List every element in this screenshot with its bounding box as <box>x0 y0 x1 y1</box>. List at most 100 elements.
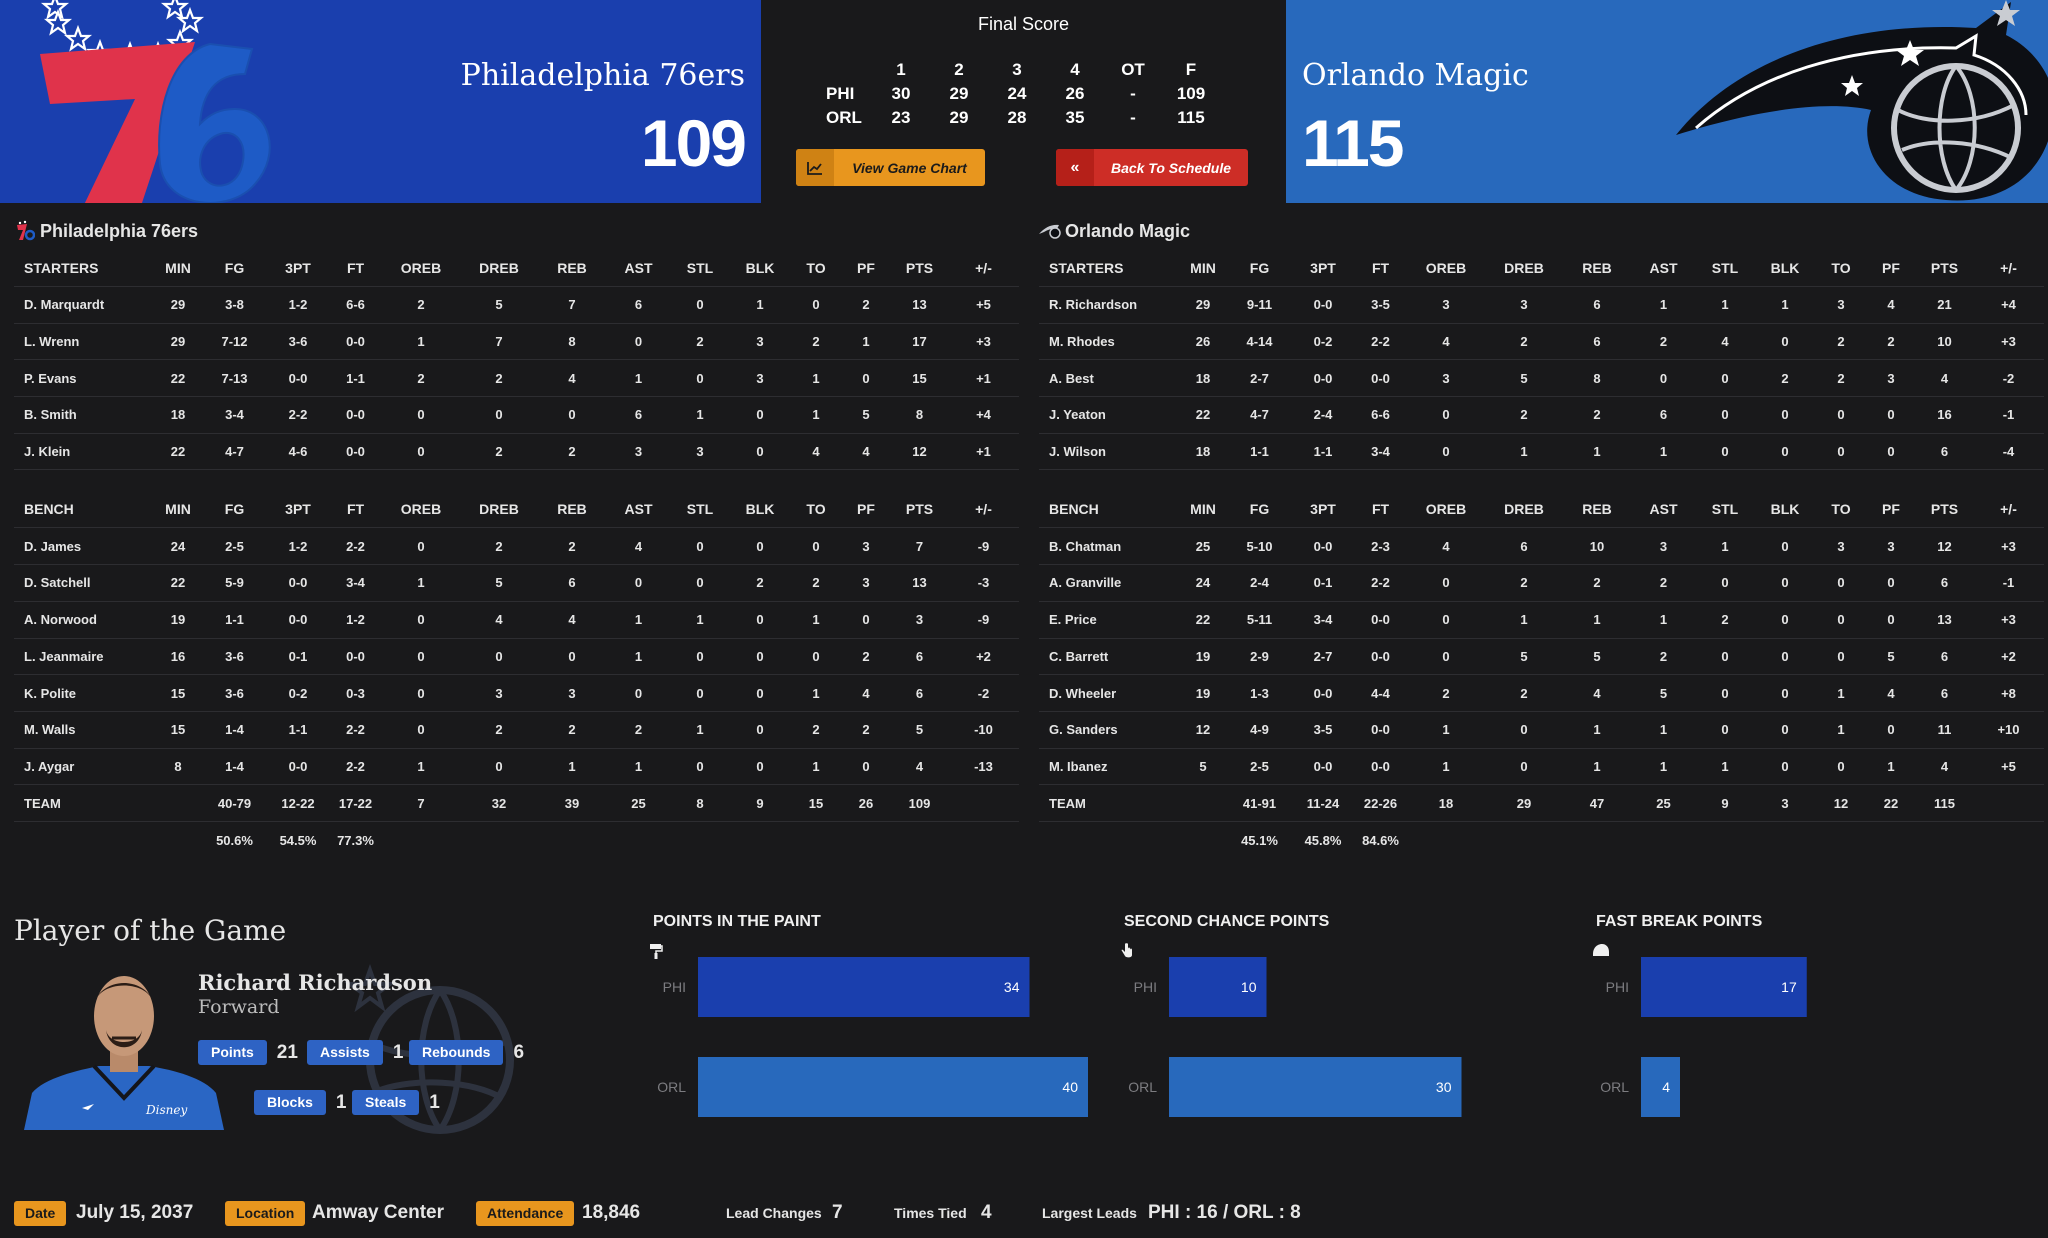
stat-cell: 0 <box>634 685 643 701</box>
chart-icon <box>796 149 834 186</box>
stat-cell: 29 <box>170 334 186 350</box>
player-name-cell: P. Evans <box>24 370 77 386</box>
column-header: 3PT <box>285 500 311 517</box>
player-row: D. Wheeler 19 1-3 0-0 4-4 2 2 4 5 0 0 1 4 6 +8 <box>1039 675 2044 712</box>
largest-leads-value: PHI : 16 / ORL : 8 <box>1148 1202 1301 1223</box>
stat-cell: 9 <box>1721 795 1729 811</box>
steals-badge: Steals <box>352 1090 420 1115</box>
stat-cell: 0 <box>1442 575 1450 591</box>
stat-cell: 8 <box>1593 370 1601 386</box>
stat-cell: 0 <box>756 648 764 664</box>
column-header: 3PT <box>1310 500 1336 517</box>
view-game-chart-button[interactable]: View Game Chart <box>796 149 985 186</box>
stat-cell: -13 <box>974 758 993 774</box>
stat-cell: 4 <box>1593 685 1601 701</box>
team-percentages-row: 50.6% 54.5% 77.3% <box>14 822 1019 859</box>
player-name-cell: TEAM <box>1049 795 1086 811</box>
stat-cell: 0 <box>417 538 425 554</box>
column-header: DREB <box>1504 500 1544 517</box>
home-team-score: 109 <box>640 106 747 180</box>
stat-cell: 45.1% <box>1241 832 1278 848</box>
stat-cell: 10 <box>1589 538 1605 554</box>
column-header: OREB <box>1425 500 1467 517</box>
away-starters-table: STARTERS MIN FG 3PT FT OREB DREB REB AST STL BLK TO… <box>1039 249 2044 471</box>
attendance-badge: Attendance <box>476 1201 575 1226</box>
stat-cell: 2-2 <box>288 407 308 423</box>
period-label: F <box>1185 60 1197 79</box>
fast-break-chart: FAST BREAK POINTS PHI 17 ORL 4 <box>1592 907 2032 1137</box>
stat-cell: 0-0 <box>1313 370 1333 386</box>
stat-cell: 0 <box>1520 758 1528 774</box>
stat-cell: 1 <box>812 758 820 774</box>
stat-cell: 1 <box>1593 612 1601 628</box>
points-badge: Points <box>198 1040 267 1065</box>
times-tied-label: Times Tied <box>894 1205 967 1221</box>
points-in-paint-chart: POINTS IN THE PAINT PHI 34 ORL 40 <box>649 907 1089 1137</box>
bar-value-label: 34 <box>1004 979 1020 995</box>
player-name-cell: M. Rhodes <box>1049 334 1115 350</box>
stat-cell: 0 <box>1837 612 1845 628</box>
fast-break-title: FAST BREAK POINTS <box>1596 913 1763 930</box>
pog-assists: Assists 1 <box>307 1040 403 1065</box>
stat-cell: 0 <box>417 444 425 460</box>
assists-value: 1 <box>392 1041 404 1063</box>
stat-cell: 0 <box>696 370 704 386</box>
stat-cell: 6-6 <box>346 297 365 313</box>
stat-cell: 0 <box>495 407 503 423</box>
player-row: A. Granville 24 2-4 0-1 2-2 0 2 2 2 0 0 0 0 6 -1 <box>1039 565 2044 602</box>
linescore-value: 24 <box>1007 84 1027 103</box>
stat-cell: 0 <box>1721 575 1729 591</box>
column-header: +/- <box>2000 500 2017 517</box>
stat-cell: 2-5 <box>225 538 244 554</box>
player-row: E. Price 22 5-11 3-4 0-0 0 1 1 1 2 0 0 0 13 +3 <box>1039 602 2044 639</box>
stat-cell: 1 <box>1442 758 1450 774</box>
player-name-cell: M. Walls <box>24 722 76 738</box>
stat-cell: -9 <box>977 612 990 628</box>
away-boxscore-title: Orlando Magic <box>1039 213 2044 249</box>
stat-cell: 6 <box>1940 685 1949 701</box>
column-header: TO <box>806 500 826 517</box>
stat-cell: 3-8 <box>225 297 244 313</box>
stat-cell: 0 <box>634 575 643 591</box>
stat-cell: 4 <box>1940 370 1949 386</box>
player-row: D. Marquardt 29 3-8 1-2 6-6 2 5 7 6 0 1 0 2 13 +5 <box>14 287 1019 324</box>
stat-cell: 0 <box>696 575 704 591</box>
stat-cell: 0-2 <box>288 685 308 701</box>
back-to-schedule-button[interactable]: « Back To Schedule <box>1056 149 1248 186</box>
stat-cell: 2-7 <box>1313 648 1333 664</box>
stat-cell: 39 <box>564 795 580 811</box>
points-in-paint-plot: PHI 34 ORL 40 <box>657 957 1088 1117</box>
home-boxscore: Philadelphia 76ers STARTERS MIN FG 3PT FT ORE… <box>14 213 1019 859</box>
stat-cell: 5 <box>1887 648 1895 664</box>
player-row: C. Barrett 19 2-9 2-7 0-0 0 5 5 2 0 0 0 5 6 +2 <box>1039 639 2044 676</box>
stat-cell: 3-6 <box>288 334 308 350</box>
stat-cell: 1 <box>1659 297 1668 313</box>
stat-cell: 1-1 <box>225 612 244 628</box>
stat-cell: 1-1 <box>1313 444 1333 460</box>
stat-cell: 0-0 <box>288 370 308 386</box>
stat-cell: 12 <box>912 444 927 460</box>
stat-cell: 0 <box>1781 722 1789 738</box>
column-header: REB <box>1582 500 1612 517</box>
stat-cell: 2 <box>1659 334 1668 350</box>
stat-cell: 19 <box>1195 685 1211 701</box>
stat-cell: 8 <box>915 407 924 423</box>
second-chance-chart: SECOND CHANCE POINTS PHI 10 ORL 30 <box>1120 907 1560 1137</box>
stat-cell: 0 <box>1721 722 1729 738</box>
stat-cell: 0-0 <box>1371 722 1390 738</box>
bar-value-label: 10 <box>1241 979 1257 995</box>
magic-logo-icon <box>1676 0 2048 201</box>
stat-cell: 24 <box>170 538 186 554</box>
pog-player-name: Richard Richardson <box>198 970 433 995</box>
stat-cell: 25 <box>1195 538 1211 554</box>
stat-cell: 0-2 <box>1313 334 1333 350</box>
stat-cell: 2 <box>812 722 820 738</box>
stat-cell: 12 <box>1937 538 1952 554</box>
stat-cell: -10 <box>974 722 993 738</box>
stat-cell: 4 <box>634 538 643 554</box>
stat-cell: 1 <box>417 758 425 774</box>
home-boxscore-title: Philadelphia 76ers <box>14 213 1019 249</box>
stat-cell: 4-14 <box>1246 334 1273 350</box>
stat-cell: 3 <box>1442 370 1450 386</box>
team-totals-row: TEAM 40-79 12-22 17-22 7 32 39 25 8 9 15 26 109 <box>14 785 1019 822</box>
